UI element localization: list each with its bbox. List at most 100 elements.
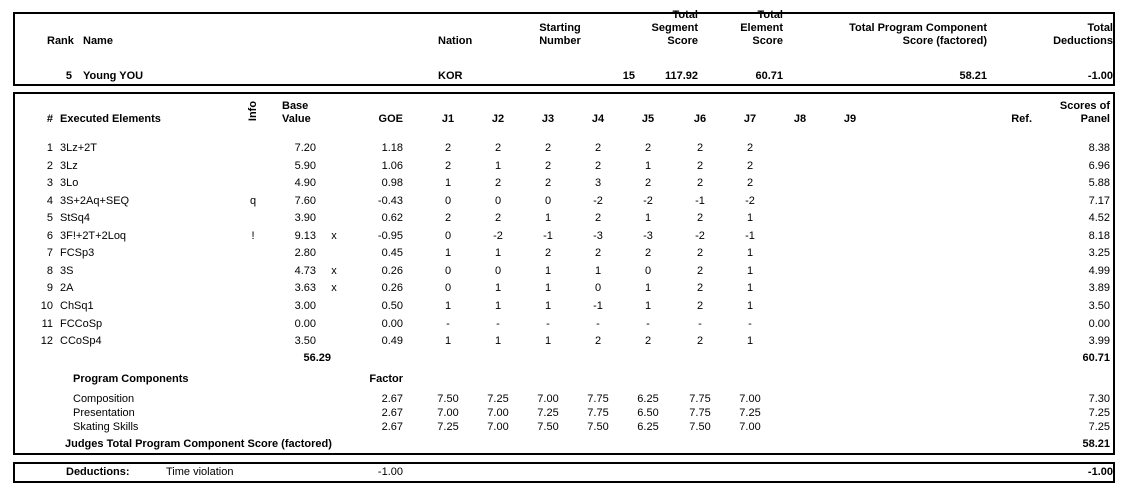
component-judge-score-j5: 6.25: [637, 421, 659, 433]
element-number: 6: [46, 229, 53, 242]
element-row-6: 6 3F!+2T+2Loq! 9.13 x -0.95 0 -2 -1 -3 -3 -2 -1 8.18: [15, 230, 1113, 247]
element-judge-score-j6: 2: [696, 177, 704, 190]
element-judge-score-j6: 2: [696, 282, 704, 295]
goe-column-header: GOE: [378, 113, 403, 125]
competitor-rank: 5: [65, 70, 72, 82]
component-judge-score-j6: 7.50: [689, 421, 711, 433]
element-judge-score-j1: 2: [444, 142, 452, 154]
element-bonus-x-marker: x: [331, 282, 337, 295]
element-goe: 1.18: [381, 142, 403, 154]
component-judge-score-j1: 7.25: [437, 421, 459, 433]
element-score-of-panel: 3.25: [1088, 247, 1110, 260]
element-name: 3S+2Aq+SEQ: [60, 194, 130, 207]
element-judge-score-j6: 2: [696, 335, 704, 348]
element-judge-score-j6: 2: [696, 142, 704, 154]
element-info-marker: !: [251, 229, 255, 242]
component-judge-score-j1: 7.50: [437, 393, 459, 405]
element-score-of-panel: 0.00: [1088, 317, 1110, 330]
element-name: 3Lz+2T: [60, 142, 97, 154]
element-base-value: 0.00: [294, 317, 316, 330]
element-goe: 0.26: [381, 264, 403, 277]
element-name: FCCoSp: [60, 317, 103, 330]
element-judge-score-j6: 2: [696, 247, 704, 260]
element-goe: 0.62: [381, 212, 403, 225]
element-goe: 0.00: [381, 317, 403, 330]
element-judge-score-j4: -2: [593, 194, 603, 207]
element-goe: 0.26: [381, 282, 403, 295]
element-score-of-panel: 3.89: [1088, 282, 1110, 295]
component-factor: 2.67: [381, 407, 403, 419]
program-components-table: Composition 2.67 7.50 7.25 7.00 7.75 6.25 7.75 7…: [15, 94, 1113, 453]
element-goe: 0.50: [381, 299, 403, 312]
executed-elements-column-header: Executed Elements: [60, 113, 161, 125]
element-goe: -0.95: [377, 229, 403, 242]
element-judge-score-j2: 2: [494, 177, 502, 190]
component-judge-score-j7: 7.00: [739, 421, 761, 433]
judge-column-header-j8: J8: [793, 113, 807, 125]
total-scores-of-panel: 60.71: [1082, 352, 1110, 364]
element-judge-score-j3: 2: [544, 159, 552, 172]
component-judge-score-j4: 7.75: [587, 393, 609, 405]
component-score-of-panel: 7.25: [1088, 421, 1110, 433]
element-judge-score-j4: -1: [593, 299, 603, 312]
scores-of-panel-column-header: Scores of Panel: [1059, 100, 1110, 125]
element-judge-score-j3: -: [546, 317, 550, 330]
element-judge-score-j2: 1: [494, 335, 502, 348]
judge-column-header-j2: J2: [491, 113, 505, 125]
element-name: 2A: [60, 282, 74, 295]
executed-elements-table: 1 3Lz+2T 7.20 1.18 2 2 2 2 2 2 2 8.38 2 3Lz 5.90 1.06 2 1…: [15, 94, 1113, 453]
element-judge-score-j2: 1: [494, 159, 502, 172]
name-column-header: Name: [83, 35, 113, 47]
element-judge-score-j5: -2: [643, 194, 653, 207]
element-judge-score-j7: 1: [746, 212, 754, 225]
component-judge-score-j4: 7.75: [587, 407, 609, 419]
element-judge-score-j3: 1: [544, 212, 552, 225]
starting-number-column-header: Starting Number: [539, 22, 581, 47]
element-number: 4: [46, 194, 53, 207]
element-base-value: 2.80: [294, 247, 316, 260]
component-judge-score-j6: 7.75: [689, 393, 711, 405]
element-judge-score-j7: 1: [746, 299, 754, 312]
element-judge-score-j7: 1: [746, 264, 754, 277]
element-judge-score-j6: 2: [696, 212, 704, 225]
element-goe: 0.45: [381, 247, 403, 260]
element-judge-score-j1: 2: [444, 159, 452, 172]
element-row-2: 2 3Lz 5.90 1.06 2 1 2 2 1 2 2 6.96: [15, 160, 1113, 177]
element-base-value: 3.50: [294, 335, 316, 348]
component-judge-score-j3: 7.25: [537, 407, 559, 419]
element-row-1: 1 3Lz+2T 7.20 1.18 2 2 2 2 2 2 2 8.38: [15, 142, 1113, 159]
element-name: CCoSp4: [60, 335, 102, 348]
element-judge-score-j4: -3: [593, 229, 603, 242]
judge-column-header-j1: J1: [441, 113, 455, 125]
component-judge-score-j2: 7.00: [487, 407, 509, 419]
element-judge-score-j4: 2: [594, 142, 602, 154]
element-judge-score-j1: -: [446, 317, 450, 330]
element-judge-score-j6: -1: [695, 194, 705, 207]
element-name: 3Lo: [60, 177, 79, 190]
element-judge-score-j5: 2: [644, 247, 652, 260]
element-number: 3: [46, 177, 53, 190]
element-judge-score-j1: 0: [444, 264, 452, 277]
competitor-total-segment-score: 117.92: [664, 70, 698, 82]
element-number: 11: [41, 317, 53, 330]
element-row-8: 8 3S 4.73 x 0.26 0 0 1 1 0 2 1 4.99: [15, 265, 1113, 282]
element-judge-score-j4: 0: [594, 282, 602, 295]
component-judge-score-j4: 7.50: [587, 421, 609, 433]
element-judge-score-j4: 1: [594, 264, 602, 277]
element-row-5: 5 StSq4 3.90 0.62 2 2 1 2 1 2 1 4.52: [15, 212, 1113, 229]
element-judge-score-j3: 1: [544, 335, 552, 348]
component-judge-score-j5: 6.25: [637, 393, 659, 405]
element-name: StSq4: [60, 212, 90, 225]
component-judge-score-j3: 7.50: [537, 421, 559, 433]
element-number: 12: [40, 335, 53, 348]
element-base-value: 7.20: [294, 142, 316, 154]
element-judge-score-j7: -2: [745, 194, 755, 207]
element-judge-score-j6: -: [698, 317, 702, 330]
element-number: 2: [46, 159, 53, 172]
element-score-of-panel: 3.50: [1088, 299, 1110, 312]
scoring-details-box: # Executed Elements Info Base Value GOE …: [13, 92, 1115, 455]
number-column-header: #: [46, 113, 53, 125]
judge-column-header-j9: J9: [843, 113, 857, 125]
element-judge-score-j2: -2: [493, 229, 503, 242]
